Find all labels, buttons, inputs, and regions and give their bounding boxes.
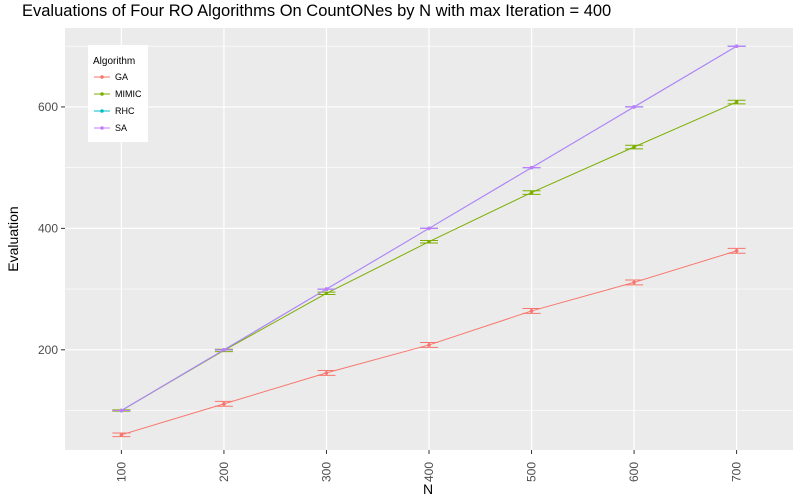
data-point [734,100,739,104]
legend-label: SA [115,123,127,133]
y-tick-label: 200 [38,343,58,357]
legend-item-sa: SA [94,123,127,133]
legend-label: MIMIC [115,89,142,99]
legend-item-mimic: MIMIC [94,89,142,99]
tick-labels: 200 400 600 100 200 300 400 500 600 700 [38,100,744,482]
data-point [119,408,124,413]
y-tick-label: 600 [38,100,58,114]
legend-label: GA [115,72,128,82]
data-point [324,371,329,375]
data-point [222,348,226,352]
x-axis-title: N [423,481,433,497]
data-point [734,249,739,253]
x-tick-label: 200 [217,462,231,482]
legend-key-point [100,109,104,113]
x-tick-label: 500 [525,462,539,482]
data-point [632,280,636,285]
data-point [632,145,636,149]
legend-key-point [100,126,104,130]
x-tick-label: 400 [422,462,436,482]
y-tick-label: 400 [38,221,58,235]
data-point [427,226,431,231]
data-point [427,239,431,244]
series-layer [112,44,746,438]
legend-item-ga: GA [94,72,128,82]
legend-label: RHC [115,106,135,116]
data-point [324,291,329,296]
legend-items: GA MIMIC RHC SA [94,72,142,133]
x-tick-label: 300 [319,462,333,482]
x-tick-label: 700 [730,462,744,482]
series-sa [112,44,746,413]
x-tick-label: 100 [114,462,128,482]
data-point [529,165,534,170]
data-point [529,190,534,195]
legend-key-point [100,92,104,96]
data-point [119,433,124,437]
x-tick-label: 600 [627,462,641,482]
series-ga [112,247,746,438]
data-point [632,105,636,109]
legend-key-point [100,75,104,79]
data-point [222,402,226,406]
data-point [529,309,534,313]
chart-title: Evaluations of Four RO Algorithms On Cou… [22,2,612,20]
data-point [427,343,431,347]
y-axis-title: Evaluation [5,206,21,271]
tick-marks [61,106,738,454]
data-point [324,287,329,291]
legend: Algorithm GA MIMIC RHC SA [88,45,148,142]
data-point [734,44,739,49]
legend-item-rhc: RHC [94,106,135,116]
legend-title: Algorithm [93,56,135,67]
